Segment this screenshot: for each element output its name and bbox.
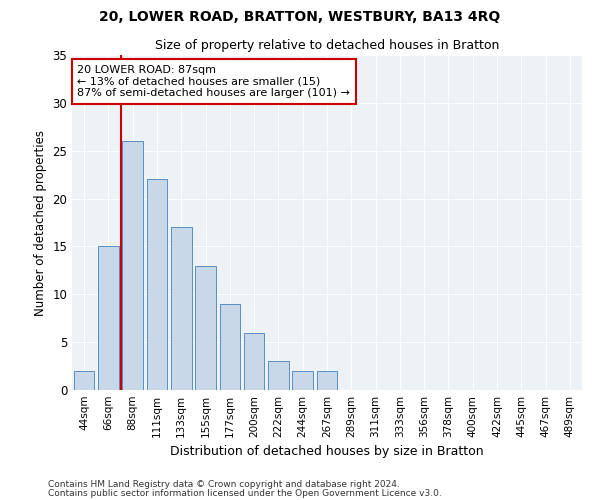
Bar [74, 371, 94, 390]
Text: 20 LOWER ROAD: 87sqm
← 13% of detached houses are smaller (15)
87% of semi-detac: 20 LOWER ROAD: 87sqm ← 13% of detached h… [77, 65, 350, 98]
Bar [122, 141, 143, 390]
Bar [195, 266, 216, 390]
Bar [146, 180, 167, 390]
Bar [98, 246, 119, 390]
Text: Contains HM Land Registry data © Crown copyright and database right 2024.: Contains HM Land Registry data © Crown c… [48, 480, 400, 489]
Bar [220, 304, 240, 390]
Text: Contains public sector information licensed under the Open Government Licence v3: Contains public sector information licen… [48, 488, 442, 498]
Bar [317, 371, 337, 390]
Bar [268, 362, 289, 390]
Bar [292, 371, 313, 390]
Bar [244, 332, 265, 390]
Bar [171, 228, 191, 390]
Title: Size of property relative to detached houses in Bratton: Size of property relative to detached ho… [155, 40, 499, 52]
Text: 20, LOWER ROAD, BRATTON, WESTBURY, BA13 4RQ: 20, LOWER ROAD, BRATTON, WESTBURY, BA13 … [100, 10, 500, 24]
X-axis label: Distribution of detached houses by size in Bratton: Distribution of detached houses by size … [170, 446, 484, 458]
Y-axis label: Number of detached properties: Number of detached properties [34, 130, 47, 316]
